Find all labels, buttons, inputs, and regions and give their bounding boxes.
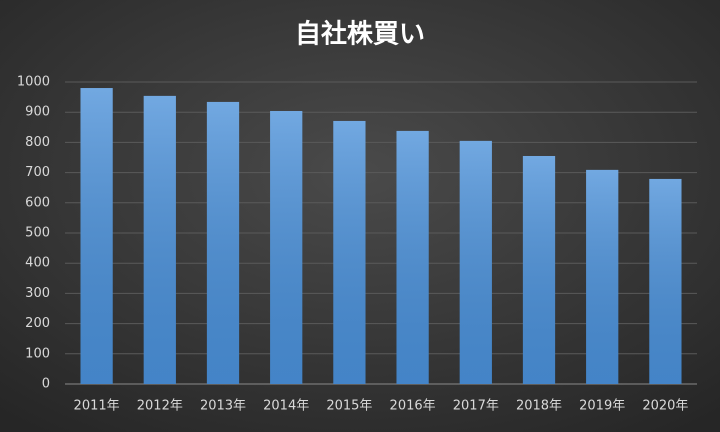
chart-title: 自社株買い xyxy=(295,19,425,50)
y-tick-label: 0 xyxy=(42,377,50,392)
bar xyxy=(206,101,240,384)
x-tick-label: 2014年 xyxy=(263,399,309,414)
x-tick-label: 2020年 xyxy=(642,399,688,414)
x-tick-label: 2018年 xyxy=(516,399,562,414)
y-tick-label: 800 xyxy=(25,135,50,150)
bar xyxy=(143,95,176,384)
y-tick-label: 200 xyxy=(25,316,50,331)
y-tick-label: 600 xyxy=(25,195,50,210)
x-tick-label: 2013年 xyxy=(200,399,246,414)
bar xyxy=(649,178,682,384)
bar xyxy=(80,88,113,384)
bar xyxy=(586,169,619,384)
x-tick-label: 2017年 xyxy=(453,399,499,414)
x-tick-label: 2011年 xyxy=(74,399,120,414)
y-tick-label: 900 xyxy=(25,105,50,120)
x-tick-label: 2016年 xyxy=(390,399,436,414)
x-tick-label: 2019年 xyxy=(579,399,625,414)
bar xyxy=(522,155,556,384)
bar xyxy=(333,120,366,384)
bar xyxy=(270,110,303,384)
x-tick-label: 2012年 xyxy=(137,399,183,414)
bar xyxy=(396,130,429,384)
bar xyxy=(459,140,492,384)
y-tick-label: 1000 xyxy=(17,75,50,90)
x-tick-label: 2015年 xyxy=(326,399,372,414)
y-tick-label: 100 xyxy=(25,346,50,361)
y-tick-label: 500 xyxy=(25,226,50,241)
y-tick-label: 400 xyxy=(25,256,50,271)
y-tick-label: 300 xyxy=(25,286,50,301)
y-tick-label: 700 xyxy=(25,165,50,180)
